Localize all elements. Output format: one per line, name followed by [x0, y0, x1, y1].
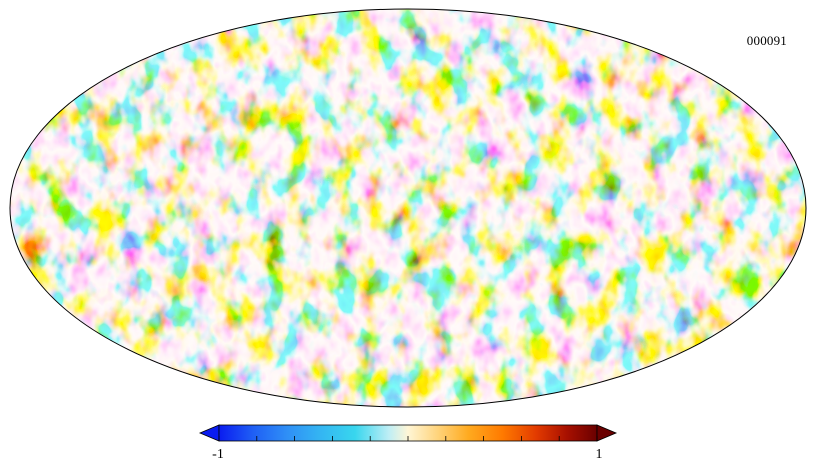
colorbar-ticks	[218, 436, 598, 441]
colorbar-max-label: 1	[595, 447, 603, 462]
colorbar	[198, 424, 618, 442]
colorbar-right-arrow	[596, 424, 618, 442]
colorbar-left-arrow	[198, 424, 220, 442]
colorbar-min-label: -1	[212, 447, 224, 462]
temperature-field	[10, 9, 806, 407]
map-id-label: 000091	[746, 33, 787, 48]
mollweide-map	[10, 9, 806, 407]
map-outline	[9, 8, 807, 408]
